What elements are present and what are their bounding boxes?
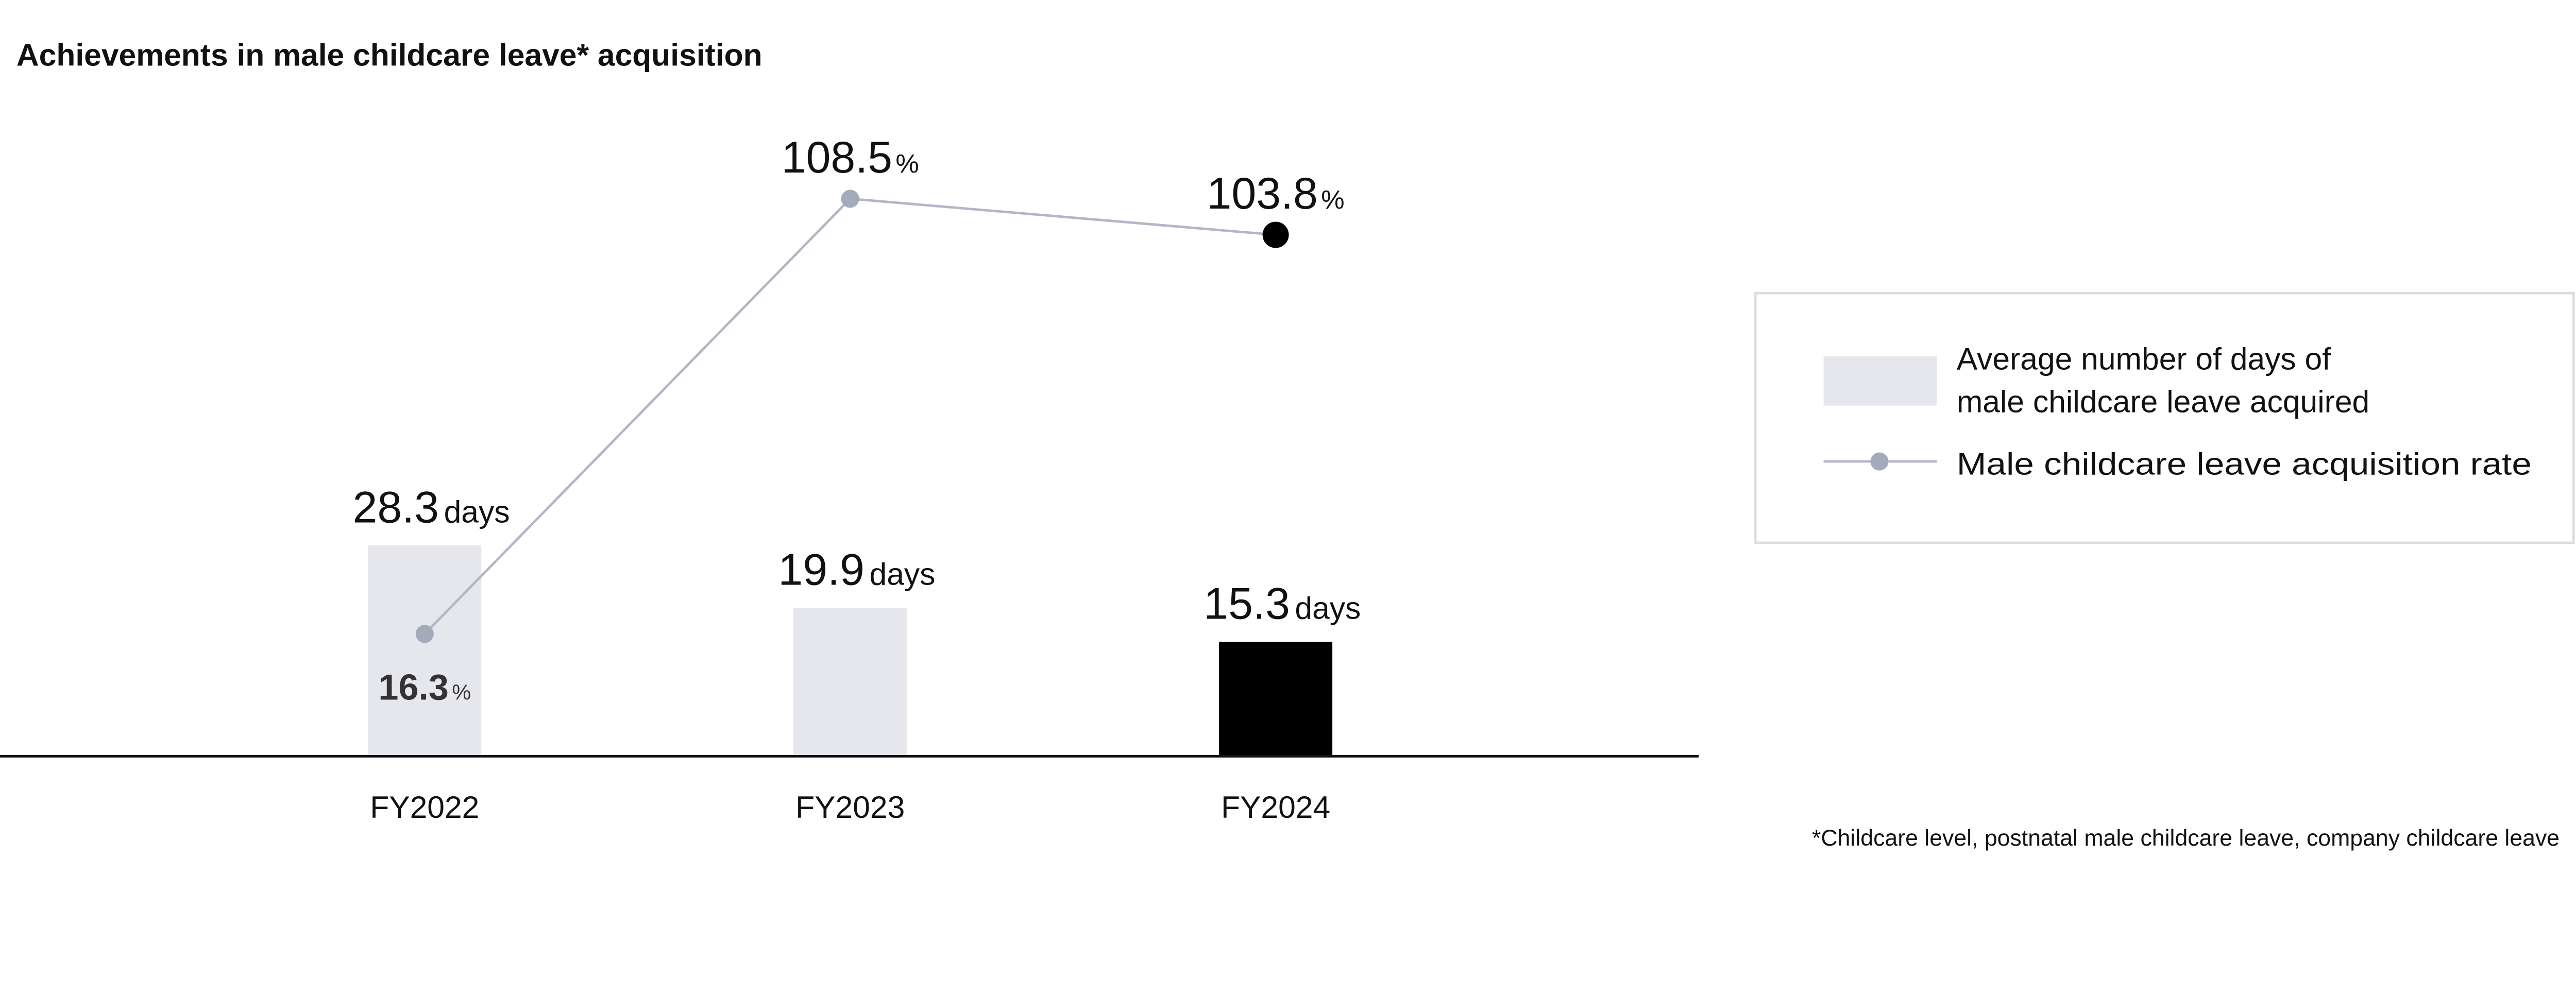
legend-line-label: Male childcare leave acquisition rate	[1957, 447, 2532, 482]
legend-bar-swatch	[1823, 356, 1937, 406]
bar-FY2024	[1219, 642, 1333, 756]
footnote: *Childcare level, postnatal male childca…	[1812, 826, 2560, 851]
rate-marker-FY2022	[415, 625, 434, 643]
rate-marker-FY2024	[1262, 221, 1289, 248]
bar-value-label: 28.3 days	[353, 483, 510, 532]
bar-value-label: 15.3 days	[1204, 579, 1361, 629]
rate-value-label: 16.3%	[378, 666, 471, 707]
rate-value-label: 108.5%	[782, 133, 919, 182]
bar-FY2022	[368, 545, 482, 756]
chart: Achievements in male childcare leave* ac…	[0, 38, 2575, 851]
legend-bar-label-line1: Average number of days of	[1957, 341, 2331, 376]
chart-title: Achievements in male childcare leave* ac…	[16, 38, 762, 73]
rate-value-label: 103.8%	[1207, 169, 1344, 218]
bar-value-label: 19.9 days	[778, 545, 935, 594]
x-tick-label: FY2022	[370, 790, 479, 825]
x-tick-label: FY2024	[1221, 790, 1330, 825]
x-tick-label: FY2023	[795, 790, 905, 825]
legend-box	[1754, 291, 2575, 544]
bar-FY2023	[793, 608, 907, 756]
legend: Average number of days of male childcare…	[1754, 291, 2575, 544]
rate-marker-FY2023	[841, 190, 859, 208]
legend-line-marker	[1870, 452, 1889, 471]
legend-bar-label-line2: male childcare leave acquired	[1957, 384, 2369, 419]
